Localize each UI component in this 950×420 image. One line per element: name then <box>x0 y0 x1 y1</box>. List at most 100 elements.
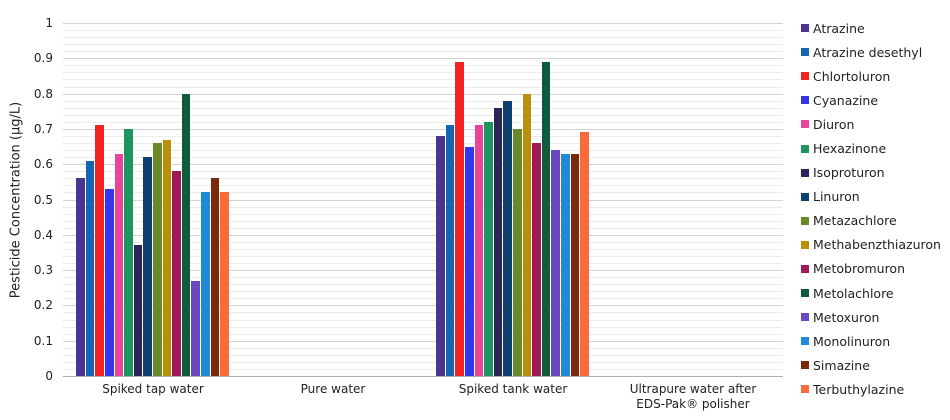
bar[interactable] <box>104 188 114 376</box>
bar[interactable] <box>570 153 580 376</box>
legend-item[interactable]: Simazine <box>801 353 941 377</box>
legend-item[interactable]: Linuron <box>801 185 941 209</box>
legend-item[interactable]: Atrazine <box>801 16 941 40</box>
legend-item[interactable]: Metoxuron <box>801 305 941 329</box>
y-tick-label: 0.9 <box>33 51 53 66</box>
bar[interactable] <box>512 128 522 376</box>
bar[interactable] <box>474 125 484 376</box>
legend-label: Atrazine desethyl <box>813 44 923 60</box>
bar[interactable] <box>143 157 152 376</box>
gridline-minor <box>63 79 783 81</box>
legend-swatch-icon <box>801 337 809 346</box>
gridline-minor <box>63 121 783 123</box>
legend-item[interactable]: Methabenzthiazuron <box>801 233 941 257</box>
bar[interactable] <box>484 121 493 376</box>
bar[interactable] <box>560 153 570 376</box>
bar[interactable] <box>464 146 474 376</box>
x-category-label: Spiked tap water <box>102 382 204 396</box>
legend-swatch-icon <box>801 313 809 322</box>
gridline-minor <box>63 150 783 152</box>
gridline-major <box>63 234 783 236</box>
gridline-minor <box>63 333 783 335</box>
gridline-major <box>63 58 783 60</box>
gridline-minor <box>63 37 783 39</box>
bar[interactable] <box>493 107 503 376</box>
bar[interactable] <box>210 178 220 376</box>
gridline-minor <box>63 298 783 300</box>
gridline-minor <box>63 107 783 109</box>
legend-item[interactable]: Chlortoluron <box>801 64 941 88</box>
legend-item[interactable]: Metolachlore <box>801 281 941 305</box>
legend-swatch-icon <box>801 168 809 177</box>
bar[interactable] <box>181 93 191 376</box>
gridline-minor <box>63 192 783 194</box>
gridline-minor <box>63 206 783 208</box>
bar[interactable] <box>152 143 162 376</box>
legend-swatch-icon <box>801 72 809 81</box>
gridline-minor <box>63 291 783 293</box>
gridline-major <box>63 199 783 201</box>
bar[interactable] <box>172 171 181 376</box>
gridline-minor <box>63 312 783 314</box>
bar[interactable] <box>522 93 532 376</box>
legend-swatch-icon <box>801 48 809 57</box>
gridline-major <box>63 340 783 342</box>
y-tick-label: 1 <box>45 16 53 30</box>
bar[interactable] <box>85 160 95 376</box>
bar[interactable] <box>503 100 512 376</box>
legend-item[interactable]: Isoproturon <box>801 161 941 185</box>
gridline-minor <box>63 51 783 53</box>
legend-label: Terbuthylazine <box>813 381 905 397</box>
bar[interactable] <box>551 150 560 376</box>
legend-item[interactable]: Metobromuron <box>801 257 941 281</box>
gridline-minor <box>63 326 783 328</box>
legend-item[interactable]: Monolinuron <box>801 329 941 353</box>
y-tick-label: 0.7 <box>33 121 53 136</box>
gridline-minor <box>63 44 783 46</box>
x-category-label: Ultrapure water after EDS-Pak® polisher <box>629 382 757 411</box>
gridline-minor <box>63 213 783 215</box>
gridline-minor <box>63 72 783 74</box>
legend-item[interactable]: Diuron <box>801 112 941 136</box>
bar[interactable] <box>76 178 85 376</box>
bar[interactable] <box>220 192 229 376</box>
bar[interactable] <box>532 143 541 376</box>
legend-item[interactable]: Atrazine desethyl <box>801 40 941 64</box>
bar[interactable] <box>445 125 455 376</box>
bar[interactable] <box>200 192 210 376</box>
legend-item[interactable]: Cyanazine <box>801 88 941 112</box>
gridline-major <box>63 128 783 130</box>
gridline-minor <box>63 263 783 265</box>
bar[interactable] <box>114 153 124 376</box>
bar[interactable] <box>541 61 551 376</box>
bar[interactable] <box>436 135 445 376</box>
gridline-major <box>63 270 783 272</box>
gridline-minor <box>63 284 783 286</box>
y-tick-label: 0.4 <box>33 227 53 242</box>
bar[interactable] <box>455 61 464 376</box>
bar[interactable] <box>95 125 104 376</box>
bar[interactable] <box>162 139 172 376</box>
legend-item[interactable]: Hexazinone <box>801 136 941 160</box>
gridline-minor <box>63 114 783 116</box>
legend-swatch-icon <box>801 96 809 105</box>
gridline-minor <box>63 255 783 257</box>
gridline-minor <box>63 368 783 370</box>
legend-item[interactable]: Terbuthylazine <box>801 377 941 401</box>
legend-item[interactable]: Metazachlore <box>801 209 941 233</box>
legend-swatch-icon <box>801 216 809 225</box>
gridline-minor <box>63 100 783 102</box>
bar-group <box>76 23 230 376</box>
legend-swatch-icon <box>801 24 809 33</box>
bar[interactable] <box>133 245 143 376</box>
gridline-minor <box>63 143 783 145</box>
legend-swatch-icon <box>801 385 809 394</box>
gridline-minor <box>63 277 783 279</box>
y-tick-label: 0.2 <box>33 298 53 313</box>
bar[interactable] <box>580 132 589 376</box>
y-tick-label: 0.5 <box>33 192 53 207</box>
bar[interactable] <box>191 280 200 376</box>
legend-label: Cyanazine <box>813 92 879 108</box>
gridline-minor <box>63 241 783 243</box>
bar[interactable] <box>124 128 133 376</box>
